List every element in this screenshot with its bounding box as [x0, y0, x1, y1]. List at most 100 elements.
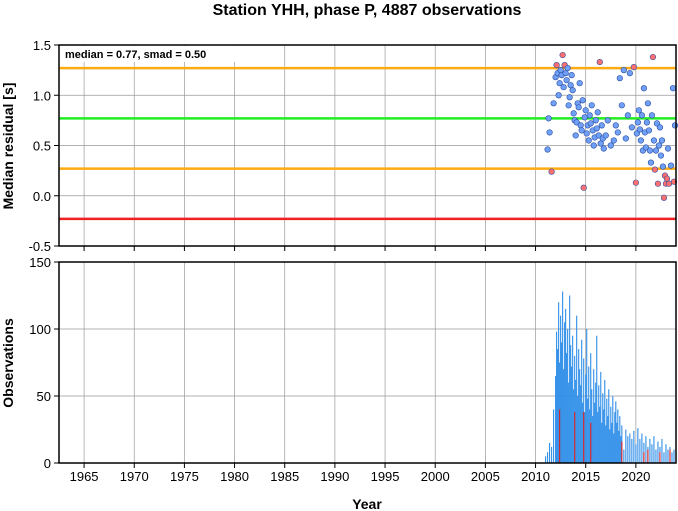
- residual-point: [622, 135, 629, 142]
- residual-point: [628, 124, 635, 131]
- residual-point: [626, 70, 633, 77]
- residual-point: [636, 126, 643, 133]
- residual-point: [583, 130, 590, 137]
- res-y-tick-label: 0.0: [33, 189, 51, 204]
- obs-y-tick-label: 50: [37, 389, 51, 404]
- residual-point: [647, 159, 655, 166]
- residual-point: [593, 125, 600, 132]
- residual-point: [576, 80, 583, 87]
- residual-point: [556, 80, 563, 87]
- residual-point: [640, 85, 647, 92]
- x-tick-label: 1990: [320, 469, 349, 484]
- residual-x-ticks: [83, 246, 637, 251]
- residual-grid: [59, 44, 676, 247]
- x-tick-label: 1965: [70, 469, 99, 484]
- res-y-tick-label: 1.0: [33, 88, 51, 103]
- observations-y-ticks: 0 50 100 150: [29, 255, 59, 471]
- res-y-tick-label: 0.5: [33, 139, 51, 154]
- residual-point: [569, 87, 576, 94]
- residual-point: [545, 115, 552, 122]
- residual-point: [659, 163, 667, 170]
- residual-point: [669, 85, 677, 92]
- residual-point: [657, 152, 665, 159]
- observations-x-ticks: 1965 1970 1975 1980 1985 1990 1995 2000 2005 2010…: [70, 463, 650, 484]
- x-tick-label: 1980: [220, 469, 249, 484]
- chart-title: Station YHH, phase P, 4887 observations: [213, 2, 522, 19]
- residual-point: [575, 104, 582, 111]
- residual-point: [590, 142, 597, 149]
- observations-y-axis-label: Observations: [0, 318, 16, 408]
- x-axis-label: Year: [352, 496, 382, 511]
- residual-point: [564, 65, 571, 72]
- residual-point: [563, 77, 570, 84]
- residual-point: [646, 147, 654, 154]
- residual-point: [644, 100, 652, 107]
- residual-point: [588, 102, 595, 109]
- outlier-point: [632, 179, 639, 186]
- outlier-point: [630, 64, 637, 71]
- residual-y-ticks: -0.5 0.0 0.5 1.0 1.5: [29, 38, 59, 254]
- residual-point: [565, 102, 572, 109]
- residual-point: [618, 102, 625, 109]
- residual-point: [614, 129, 621, 136]
- reference-lines: [59, 66, 676, 221]
- residual-point: [578, 127, 585, 134]
- residual-point: [624, 112, 631, 119]
- x-tick-label: 1970: [120, 469, 149, 484]
- outlier-point: [651, 166, 659, 173]
- residual-points: [544, 51, 678, 201]
- residual-point: [577, 122, 584, 129]
- x-tick-label: 2005: [471, 469, 500, 484]
- stats-annotation: median = 0.77, smad = 0.50: [65, 49, 206, 61]
- residual-point: [634, 119, 641, 126]
- residual-point: [637, 137, 644, 144]
- obs-y-tick-label: 100: [29, 322, 51, 337]
- observations-plot-frame: [58, 261, 677, 464]
- observations-panel: 0 50 100 150 1965 1970 1975 1980 1985 1990 1995 20…: [0, 255, 677, 511]
- residual-point: [648, 112, 656, 119]
- residual-point: [594, 109, 601, 116]
- residual-point: [655, 142, 663, 149]
- residual-point: [587, 120, 594, 127]
- residual-point: [586, 112, 593, 119]
- outlier-point: [596, 58, 603, 66]
- residual-point: [570, 110, 577, 117]
- residual-point: [566, 94, 573, 101]
- residual-point: [585, 137, 592, 144]
- residual-point: [592, 117, 599, 124]
- x-tick-label: 2015: [571, 469, 600, 484]
- residual-point: [667, 162, 675, 169]
- x-tick-label: 1985: [270, 469, 299, 484]
- observation-highlight-bars: [559, 409, 671, 463]
- residual-point: [616, 75, 623, 82]
- residual-point: [638, 112, 645, 119]
- stats-annotation-box: [61, 46, 237, 62]
- outlier-point: [649, 53, 657, 61]
- residual-point: [656, 124, 664, 131]
- residual-point: [572, 132, 579, 139]
- residual-point: [610, 137, 617, 144]
- residual-point: [602, 132, 609, 139]
- residual-point: [598, 122, 605, 129]
- residual-point: [645, 127, 653, 134]
- residual-point: [544, 146, 551, 153]
- x-tick-label: 2000: [421, 469, 450, 484]
- outlier-point: [660, 194, 668, 201]
- observation-bars: [545, 291, 675, 463]
- x-tick-label: 2010: [521, 469, 550, 484]
- x-tick-label: 2020: [621, 469, 650, 484]
- residual-point: [560, 84, 567, 91]
- residual-panel: -0.5 0.0 0.5 1.0 1.5 median = 0.77, smad = 0…: [0, 38, 678, 254]
- outlier-point: [553, 61, 560, 69]
- residual-point: [582, 107, 589, 114]
- residual-point: [579, 97, 586, 104]
- outlier-point: [580, 184, 587, 191]
- residual-point: [607, 142, 614, 149]
- residual-point: [643, 119, 651, 126]
- res-y-tick-label: -0.5: [29, 239, 51, 254]
- outlier-point: [654, 180, 662, 187]
- residual-point: [652, 147, 660, 154]
- residual-point: [600, 145, 607, 152]
- residual-point: [612, 122, 619, 129]
- residual-point: [650, 137, 658, 144]
